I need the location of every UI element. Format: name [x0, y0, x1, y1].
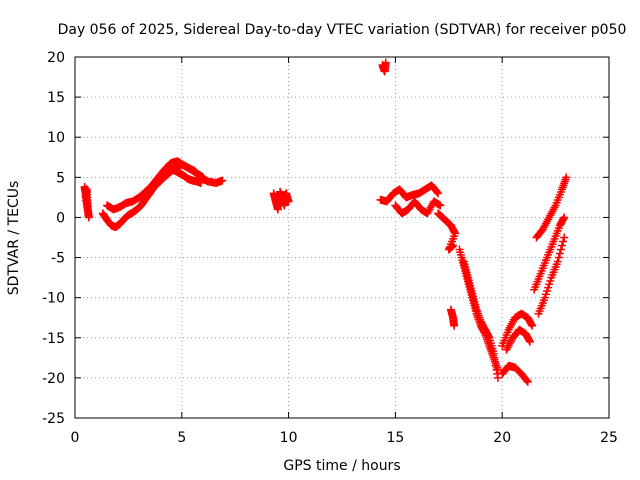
data-point	[560, 213, 569, 222]
x-tick-label: 15	[386, 430, 404, 446]
y-tick-label: 15	[47, 90, 65, 106]
y-tick-label: -20	[42, 371, 65, 387]
y-tick-label: -15	[42, 331, 65, 347]
data-point	[528, 321, 537, 330]
data-point	[560, 233, 569, 242]
data-point	[436, 201, 445, 210]
data-point	[558, 241, 567, 250]
data-point	[449, 241, 458, 250]
data-point	[282, 189, 291, 198]
y-tick-label: 20	[47, 50, 65, 66]
data-point	[83, 201, 92, 210]
data-point	[562, 173, 571, 182]
x-axis-label: GPS time / hours	[283, 458, 400, 474]
data-point	[525, 337, 534, 346]
data-points	[80, 58, 571, 386]
data-point	[381, 58, 390, 67]
data-point	[556, 245, 565, 254]
y-tick-label: 10	[47, 130, 65, 146]
plot-frame	[74, 56, 610, 419]
x-tick-label: 5	[177, 430, 186, 446]
x-tick-label: 25	[600, 430, 618, 446]
axis-ticks: 0 5 10 15 20 25 -25 -20 -15 -10 -5 0 5 10 15 20	[42, 50, 618, 446]
grid	[75, 57, 609, 418]
y-axis-label: SDTVAR / TECUs	[6, 181, 22, 296]
data-point	[433, 188, 442, 197]
x-tick-label: 0	[71, 430, 80, 446]
chart-title: Day 056 of 2025, Sidereal Day-to-day VTE…	[58, 22, 627, 38]
x-tick-label: 10	[280, 430, 298, 446]
data-point	[434, 189, 443, 198]
y-tick-label: -10	[42, 291, 65, 307]
data-point	[554, 253, 563, 262]
data-point	[493, 373, 502, 382]
data-point	[218, 176, 227, 185]
data-point	[555, 249, 564, 258]
data-point	[553, 257, 562, 266]
data-point	[450, 321, 459, 330]
y-tick-label: -5	[51, 251, 65, 267]
data-point	[522, 376, 531, 385]
y-tick-label: 0	[56, 210, 65, 226]
y-tick-label: 5	[56, 170, 65, 186]
y-tick-label: -25	[42, 411, 65, 427]
x-tick-label: 20	[493, 430, 511, 446]
data-point	[523, 377, 532, 386]
data-point	[559, 237, 568, 246]
